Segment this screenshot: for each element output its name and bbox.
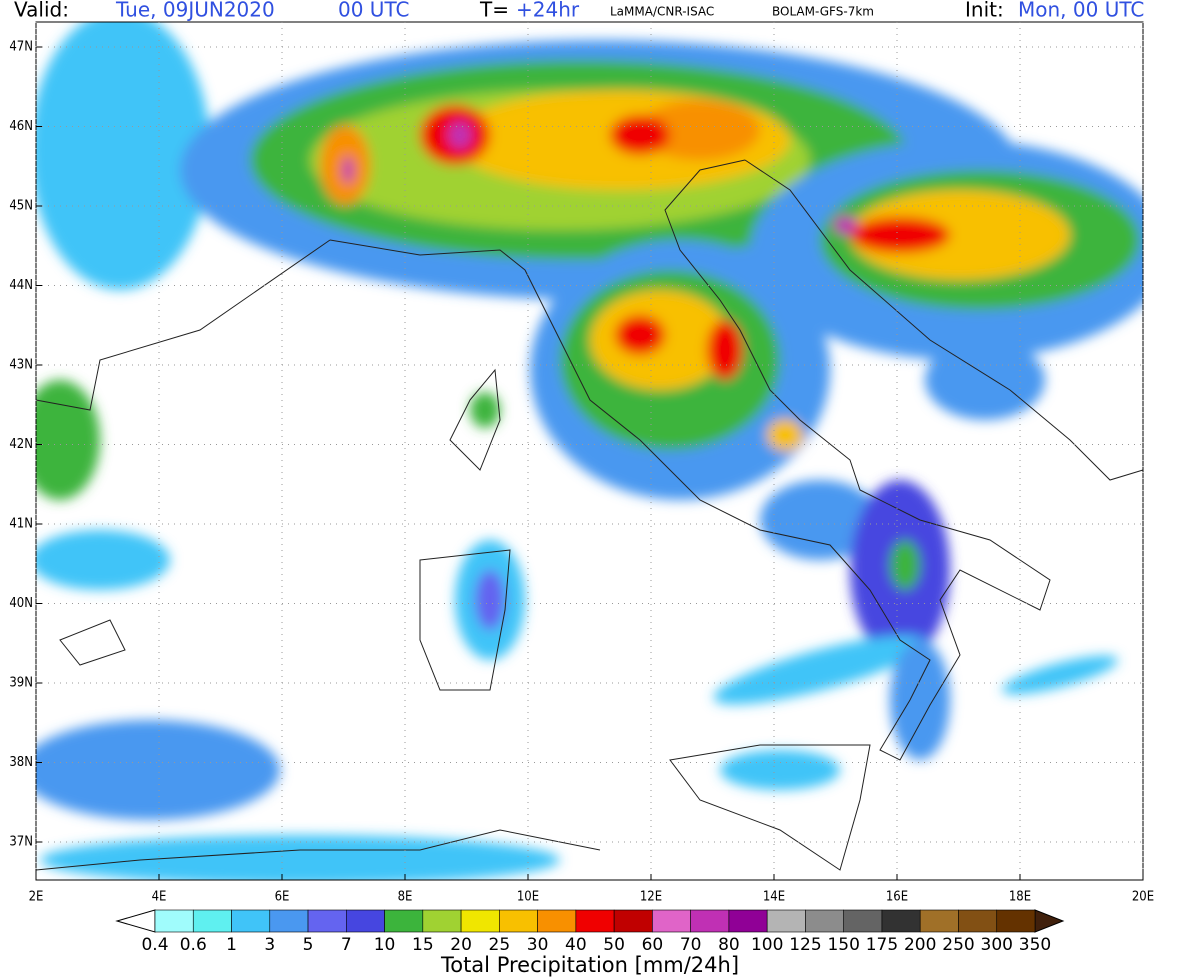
colorbar-box bbox=[422, 909, 462, 933]
source: LaMMA/CNR-ISAC bbox=[610, 5, 714, 19]
colorbar-box bbox=[537, 909, 577, 933]
valid-date: Tue, 09JUN2020 bbox=[115, 0, 275, 22]
colorbar-box bbox=[192, 909, 232, 933]
lon-label: 14E bbox=[763, 890, 785, 905]
colorbar-label: 15 bbox=[412, 935, 434, 955]
init-value: Mon, 00 UTC bbox=[1018, 0, 1144, 22]
colorbar-box bbox=[269, 909, 309, 933]
precipitation-field bbox=[36, 22, 1143, 880]
lon-label: 20E bbox=[1132, 890, 1154, 905]
lon-label: 4E bbox=[152, 890, 167, 905]
colorbar-label: 1 bbox=[226, 935, 237, 955]
lat-label: 41N bbox=[9, 517, 33, 532]
lat-label: 45N bbox=[9, 199, 33, 214]
lon-label: 16E bbox=[886, 890, 908, 905]
lead-value: +24hr bbox=[516, 0, 580, 22]
colorbar-label: 60 bbox=[642, 935, 664, 955]
lon-label: 18E bbox=[1009, 890, 1031, 905]
colorbar-box bbox=[613, 909, 653, 933]
colorbar-label: 350 bbox=[1019, 935, 1051, 955]
lon-label: 10E bbox=[517, 890, 539, 905]
colorbar-box bbox=[843, 909, 883, 933]
colorbar-label: 300 bbox=[981, 935, 1013, 955]
lon-label: 12E bbox=[640, 890, 662, 905]
init-label: Init: bbox=[965, 0, 1004, 22]
valid-label: Valid: bbox=[14, 0, 69, 22]
colorbar-label: 80 bbox=[718, 935, 740, 955]
colorbar-label: 175 bbox=[866, 935, 898, 955]
colorbar-box bbox=[881, 909, 921, 933]
colorbar-label: 150 bbox=[827, 935, 859, 955]
colorbar-box bbox=[805, 909, 844, 933]
colorbar-label: 30 bbox=[527, 935, 549, 955]
lat-label: 39N bbox=[9, 676, 33, 691]
colorbar-box bbox=[460, 909, 500, 933]
colorbar-label: 10 bbox=[374, 935, 396, 955]
lat-label: 37N bbox=[9, 835, 33, 850]
colorbar-box bbox=[307, 909, 347, 933]
colorbar-label: 25 bbox=[489, 935, 511, 955]
colorbar-box bbox=[575, 909, 615, 933]
lat-label: 47N bbox=[9, 40, 33, 55]
colorbar-box bbox=[958, 909, 998, 933]
colorbar-label: 7 bbox=[341, 935, 352, 955]
lat-label: 43N bbox=[9, 358, 33, 373]
colorbar-under bbox=[115, 909, 156, 933]
colorbar-label: 5 bbox=[303, 935, 314, 955]
colorbar-label: 100 bbox=[751, 935, 783, 955]
colorbar-label: 250 bbox=[942, 935, 974, 955]
colorbar-title: Total Precipitation [mm/24h] bbox=[440, 953, 739, 977]
colorbar-label: 200 bbox=[904, 935, 936, 955]
colorbar-label: 3 bbox=[264, 935, 275, 955]
colorbar-box bbox=[766, 909, 806, 933]
lat-label: 40N bbox=[9, 596, 33, 611]
colorbar-box bbox=[996, 909, 1036, 933]
colorbar-box bbox=[728, 909, 768, 933]
lat-label: 42N bbox=[9, 437, 33, 452]
colorbar-label: 70 bbox=[680, 935, 702, 955]
lead-label: T= bbox=[479, 0, 509, 22]
colorbar-label: 20 bbox=[450, 935, 472, 955]
lat-label: 38N bbox=[9, 755, 33, 770]
colorbar-label: 125 bbox=[789, 935, 821, 955]
lon-label: 2E bbox=[29, 890, 44, 905]
colorbar-over bbox=[1034, 909, 1065, 933]
model: BOLAM-GFS-7km bbox=[772, 5, 874, 19]
colorbar-box bbox=[919, 909, 959, 933]
colorbar-box bbox=[652, 909, 691, 933]
colorbar-label: 50 bbox=[603, 935, 625, 955]
colorbar-box bbox=[499, 909, 538, 933]
colorbar-box bbox=[346, 909, 385, 933]
colorbar-box bbox=[690, 909, 730, 933]
coastlines bbox=[35, 159, 1144, 871]
colorbar-label: 40 bbox=[565, 935, 587, 955]
lon-label: 8E bbox=[398, 890, 413, 905]
lat-label: 44N bbox=[9, 278, 33, 293]
map-frame bbox=[35, 21, 1144, 881]
colorbar-label: 0.6 bbox=[180, 935, 207, 955]
valid-time: 00 UTC bbox=[338, 0, 409, 22]
colorbar-label: 0.4 bbox=[141, 935, 168, 955]
lon-label: 6E bbox=[275, 890, 290, 905]
colorbar-box bbox=[154, 909, 194, 933]
lat-label: 46N bbox=[9, 119, 33, 134]
colorbar-box bbox=[384, 909, 424, 933]
colorbar-box bbox=[231, 909, 271, 933]
